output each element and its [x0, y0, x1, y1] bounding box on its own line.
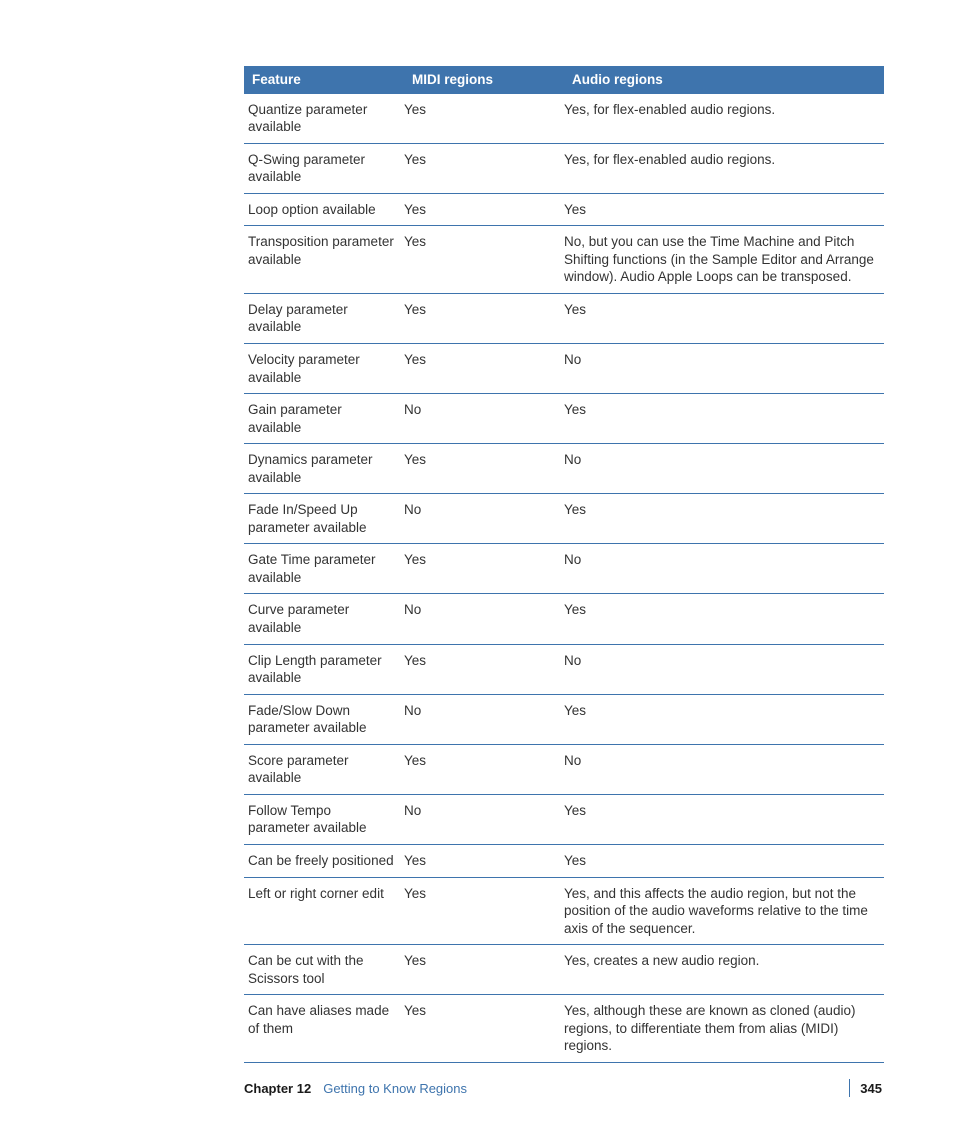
- cell-feature: Can be cut with the Scissors tool: [244, 945, 404, 995]
- table-row: Dynamics parameter availableYesNo: [244, 444, 884, 494]
- cell-audio: Yes, for flex-enabled audio regions.: [564, 94, 884, 144]
- cell-feature: Transposition parameter available: [244, 226, 404, 294]
- cell-audio: Yes, creates a new audio region.: [564, 945, 884, 995]
- cell-audio: Yes: [564, 594, 884, 644]
- cell-feature: Score parameter available: [244, 744, 404, 794]
- cell-midi: Yes: [404, 344, 564, 394]
- cell-midi: Yes: [404, 844, 564, 877]
- table-row: Score parameter availableYesNo: [244, 744, 884, 794]
- cell-feature: Dynamics parameter available: [244, 444, 404, 494]
- cell-midi: Yes: [404, 995, 564, 1063]
- cell-feature: Q-Swing parameter available: [244, 143, 404, 193]
- cell-midi: Yes: [404, 193, 564, 226]
- table-row: Gate Time parameter availableYesNo: [244, 544, 884, 594]
- table-row: Quantize parameter availableYesYes, for …: [244, 94, 884, 144]
- table-row: Curve parameter availableNoYes: [244, 594, 884, 644]
- table-row: Clip Length parameter availableYesNo: [244, 644, 884, 694]
- footer-divider: [849, 1079, 850, 1097]
- cell-midi: Yes: [404, 945, 564, 995]
- cell-midi: Yes: [404, 293, 564, 343]
- table-row: Left or right corner editYesYes, and thi…: [244, 877, 884, 945]
- cell-midi: Yes: [404, 644, 564, 694]
- cell-midi: Yes: [404, 94, 564, 144]
- table-row: Gain parameter availableNoYes: [244, 394, 884, 444]
- cell-feature: Loop option available: [244, 193, 404, 226]
- cell-audio: Yes, and this affects the audio region, …: [564, 877, 884, 945]
- page-footer: Chapter 12 Getting to Know Regions 345: [244, 1079, 882, 1097]
- cell-midi: Yes: [404, 226, 564, 294]
- col-header-feature: Feature: [244, 66, 404, 94]
- cell-feature: Can be freely positioned: [244, 844, 404, 877]
- cell-audio: Yes, although these are known as cloned …: [564, 995, 884, 1063]
- cell-feature: Fade In/Speed Up parameter available: [244, 494, 404, 544]
- table-row: Fade/Slow Down parameter availableNoYes: [244, 694, 884, 744]
- cell-audio: No: [564, 344, 884, 394]
- cell-feature: Can have aliases made of them: [244, 995, 404, 1063]
- table-row: Transposition parameter availableYesNo, …: [244, 226, 884, 294]
- cell-midi: Yes: [404, 744, 564, 794]
- cell-audio: Yes, for flex-enabled audio regions.: [564, 143, 884, 193]
- page-number: 345: [860, 1081, 882, 1096]
- cell-midi: No: [404, 494, 564, 544]
- cell-feature: Delay parameter available: [244, 293, 404, 343]
- cell-feature: Clip Length parameter available: [244, 644, 404, 694]
- table-row: Can be cut with the Scissors toolYesYes,…: [244, 945, 884, 995]
- cell-feature: Gate Time parameter available: [244, 544, 404, 594]
- col-header-midi: MIDI regions: [404, 66, 564, 94]
- cell-feature: Follow Tempo parameter available: [244, 794, 404, 844]
- cell-feature: Left or right corner edit: [244, 877, 404, 945]
- table-row: Fade In/Speed Up parameter availableNoYe…: [244, 494, 884, 544]
- cell-feature: Fade/Slow Down parameter available: [244, 694, 404, 744]
- table-row: Follow Tempo parameter availableNoYes: [244, 794, 884, 844]
- table-row: Delay parameter availableYesYes: [244, 293, 884, 343]
- cell-midi: Yes: [404, 143, 564, 193]
- cell-audio: Yes: [564, 293, 884, 343]
- col-header-audio: Audio regions: [564, 66, 884, 94]
- cell-audio: Yes: [564, 694, 884, 744]
- cell-feature: Quantize parameter available: [244, 94, 404, 144]
- cell-audio: Yes: [564, 794, 884, 844]
- cell-audio: No: [564, 744, 884, 794]
- cell-audio: Yes: [564, 844, 884, 877]
- cell-audio: No: [564, 644, 884, 694]
- cell-audio: Yes: [564, 193, 884, 226]
- cell-midi: Yes: [404, 544, 564, 594]
- cell-audio: No: [564, 444, 884, 494]
- cell-midi: No: [404, 794, 564, 844]
- cell-feature: Curve parameter available: [244, 594, 404, 644]
- document-page: Feature MIDI regions Audio regions Quant…: [0, 0, 954, 1063]
- cell-midi: No: [404, 694, 564, 744]
- cell-audio: No, but you can use the Time Machine and…: [564, 226, 884, 294]
- table-header-row: Feature MIDI regions Audio regions: [244, 66, 884, 94]
- cell-audio: Yes: [564, 394, 884, 444]
- cell-audio: Yes: [564, 494, 884, 544]
- cell-feature: Velocity parameter available: [244, 344, 404, 394]
- table-row: Loop option availableYesYes: [244, 193, 884, 226]
- table-row: Velocity parameter availableYesNo: [244, 344, 884, 394]
- table-row: Can have aliases made of themYesYes, alt…: [244, 995, 884, 1063]
- cell-midi: No: [404, 394, 564, 444]
- chapter-title: Getting to Know Regions: [323, 1081, 467, 1096]
- regions-feature-table: Feature MIDI regions Audio regions Quant…: [244, 66, 884, 1063]
- cell-midi: No: [404, 594, 564, 644]
- cell-audio: No: [564, 544, 884, 594]
- cell-midi: Yes: [404, 877, 564, 945]
- cell-feature: Gain parameter available: [244, 394, 404, 444]
- chapter-label: Chapter 12: [244, 1081, 311, 1096]
- table-row: Can be freely positionedYesYes: [244, 844, 884, 877]
- cell-midi: Yes: [404, 444, 564, 494]
- table-row: Q-Swing parameter availableYesYes, for f…: [244, 143, 884, 193]
